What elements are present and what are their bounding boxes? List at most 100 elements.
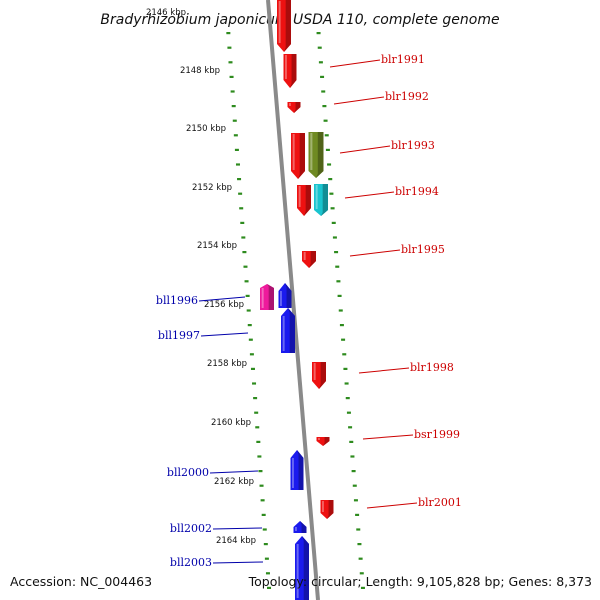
left-tick-mark [267, 586, 272, 589]
right-tick-mark [328, 178, 333, 181]
left-tick-mark [238, 192, 243, 195]
left-tick-mark [231, 105, 236, 108]
right-tick-mark [331, 221, 336, 224]
left-tick-mark [263, 543, 268, 546]
right-tick-mark [349, 440, 354, 443]
left-tick-mark [232, 119, 237, 122]
right-tick-mark [351, 470, 356, 473]
forward-gene [291, 133, 305, 179]
reverse-gene-leader [198, 296, 246, 302]
left-tick-mark [245, 294, 250, 297]
left-tick-mark [261, 513, 266, 516]
right-tick-mark [337, 294, 342, 297]
reverse-gene-leader [212, 527, 263, 530]
right-tick-mark [343, 367, 348, 370]
forward-gene [302, 251, 316, 268]
reverse-gene [295, 536, 309, 600]
forward-gene-label: blr1998 [410, 361, 454, 374]
kbp-label: 2162 kbp [214, 477, 254, 487]
genome-backbone [266, 0, 320, 600]
right-tick-mark [327, 163, 332, 166]
forward-gene-label: blr1994 [395, 185, 439, 198]
right-tick-mark [356, 528, 361, 531]
left-tick-mark [237, 178, 242, 181]
kbp-label-layer: 2146 kbp 2148 kbp 2150 kbp 2152 kbp 2154 kbp… [146, 8, 256, 546]
reverse-gene-label: bll2003 [170, 556, 212, 569]
forward-gene-label: blr1995 [401, 243, 445, 256]
reverse-gene-label: bll1996 [156, 294, 198, 307]
forward-gene [287, 102, 301, 113]
right-tick-mark [353, 499, 358, 502]
right-tick-mark [321, 90, 326, 93]
forward-gene-label: bsr1999 [414, 428, 460, 441]
genome-stats-text: Topology: circular; Length: 9,105,828 bp… [248, 574, 592, 589]
right-tick-mark [339, 324, 344, 327]
left-tick-mark [228, 61, 233, 64]
left-tick-mark [265, 572, 270, 575]
reverse-gene [281, 308, 295, 353]
left-tick-mark [226, 32, 231, 35]
left-tick-mark [241, 236, 246, 239]
right-tick-mark [358, 557, 363, 560]
reverse-gene [290, 450, 304, 490]
left-tick-mark [249, 353, 254, 356]
reverse-gene-label: bll2002 [170, 522, 212, 535]
right-tick-mark [336, 280, 341, 283]
right-tick-mark [341, 338, 346, 341]
forward-gene [277, 0, 291, 52]
forward-gene [283, 54, 297, 88]
left-tick-mark [252, 382, 257, 385]
forward-gene-leader [366, 502, 418, 509]
page-title: Bradyrhizobium japonicum USDA 110, compl… [100, 12, 499, 28]
olive-gene [308, 132, 324, 178]
right-tick-mark [322, 105, 327, 108]
left-tick-mark [253, 397, 258, 400]
left-tick-mark [259, 484, 264, 487]
left-tick-mark [240, 221, 245, 224]
kbp-label: 2160 kbp [211, 418, 251, 428]
kbp-label: 2154 kbp [197, 241, 237, 251]
forward-gene [316, 437, 330, 446]
kbp-label: 2158 kbp [207, 359, 247, 369]
reverse-gene [278, 283, 292, 308]
left-tick-mark [264, 557, 269, 560]
right-tick-mark [318, 61, 323, 64]
kbp-label: 2152 kbp [192, 183, 232, 193]
tick-track [226, 32, 365, 589]
reverse-gene-label: bll2000 [167, 466, 209, 479]
left-tick-mark [250, 367, 255, 370]
left-tick-mark [247, 324, 252, 327]
kbp-label: 2146 kbp [146, 8, 186, 18]
accession-text: Accession: NC_004463 [10, 574, 152, 589]
forward-gene-leader [339, 145, 391, 154]
right-tick-mark [329, 192, 334, 195]
gene-layer [260, 0, 334, 600]
forward-gene-leader [333, 96, 385, 105]
left-tick-mark [246, 309, 251, 312]
forward-gene-leader [362, 434, 414, 440]
right-tick-mark [325, 148, 330, 151]
left-tick-mark [235, 163, 240, 166]
right-tick-mark [320, 75, 325, 78]
left-tick-mark [248, 338, 253, 341]
forward-gene-leader [329, 59, 381, 68]
right-tick-mark [316, 32, 321, 35]
right-tick-mark [324, 134, 329, 137]
left-tick-mark [233, 134, 238, 137]
left-tick-mark [229, 75, 234, 78]
right-tick-mark [342, 353, 347, 356]
forward-gene-leader [344, 191, 395, 199]
forward-gene-label: blr1991 [381, 53, 425, 66]
magenta-gene [260, 284, 274, 310]
left-tick-mark [234, 148, 239, 151]
right-tick-mark [350, 455, 355, 458]
right-tick-mark [338, 309, 343, 312]
right-tick-mark [346, 411, 351, 414]
right-tick-mark [348, 426, 353, 429]
left-tick-mark [256, 440, 261, 443]
right-tick-mark [345, 397, 350, 400]
reverse-gene [293, 521, 307, 533]
kbp-label: 2150 kbp [186, 124, 226, 134]
right-tick-mark [317, 46, 322, 49]
